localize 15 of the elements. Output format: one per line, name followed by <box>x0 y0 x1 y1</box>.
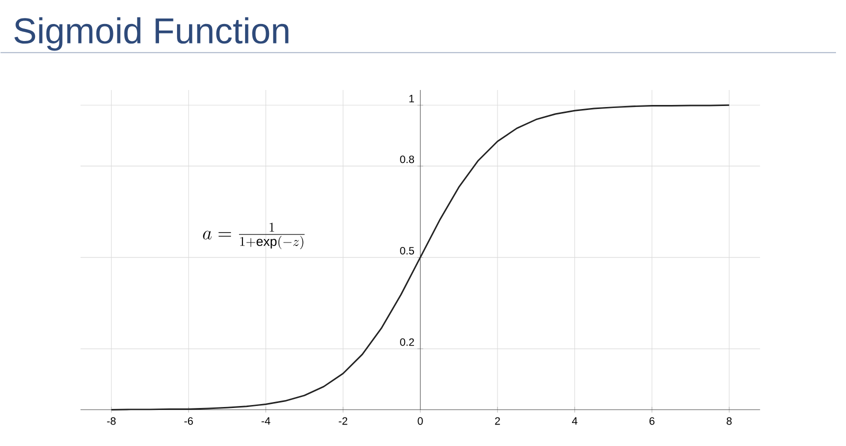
x-tick-label: -8 <box>107 417 116 425</box>
chart-title: Sigmoid Function <box>14 17 288 51</box>
x-tick-label: 0 <box>418 417 423 425</box>
y-tick-label: 0.8 <box>400 156 414 164</box>
x-tick-label: 8 <box>726 417 732 425</box>
x-tick-label: -6 <box>184 417 193 425</box>
y-tick-label: 0.2 <box>400 338 414 346</box>
y-tick-label: 0.5 <box>400 247 414 255</box>
x-tick-label: -2 <box>338 417 348 425</box>
annotation: $a = \frac{1}{1+\exp(-z)}$ <box>203 222 305 250</box>
x-tick-label: -4 <box>262 417 270 425</box>
x-tick-label: 6 <box>650 417 654 425</box>
x-tick-label: 2 <box>495 417 500 425</box>
x-tick-label: 4 <box>572 417 578 425</box>
y-tick-label: 1 <box>409 95 414 102</box>
